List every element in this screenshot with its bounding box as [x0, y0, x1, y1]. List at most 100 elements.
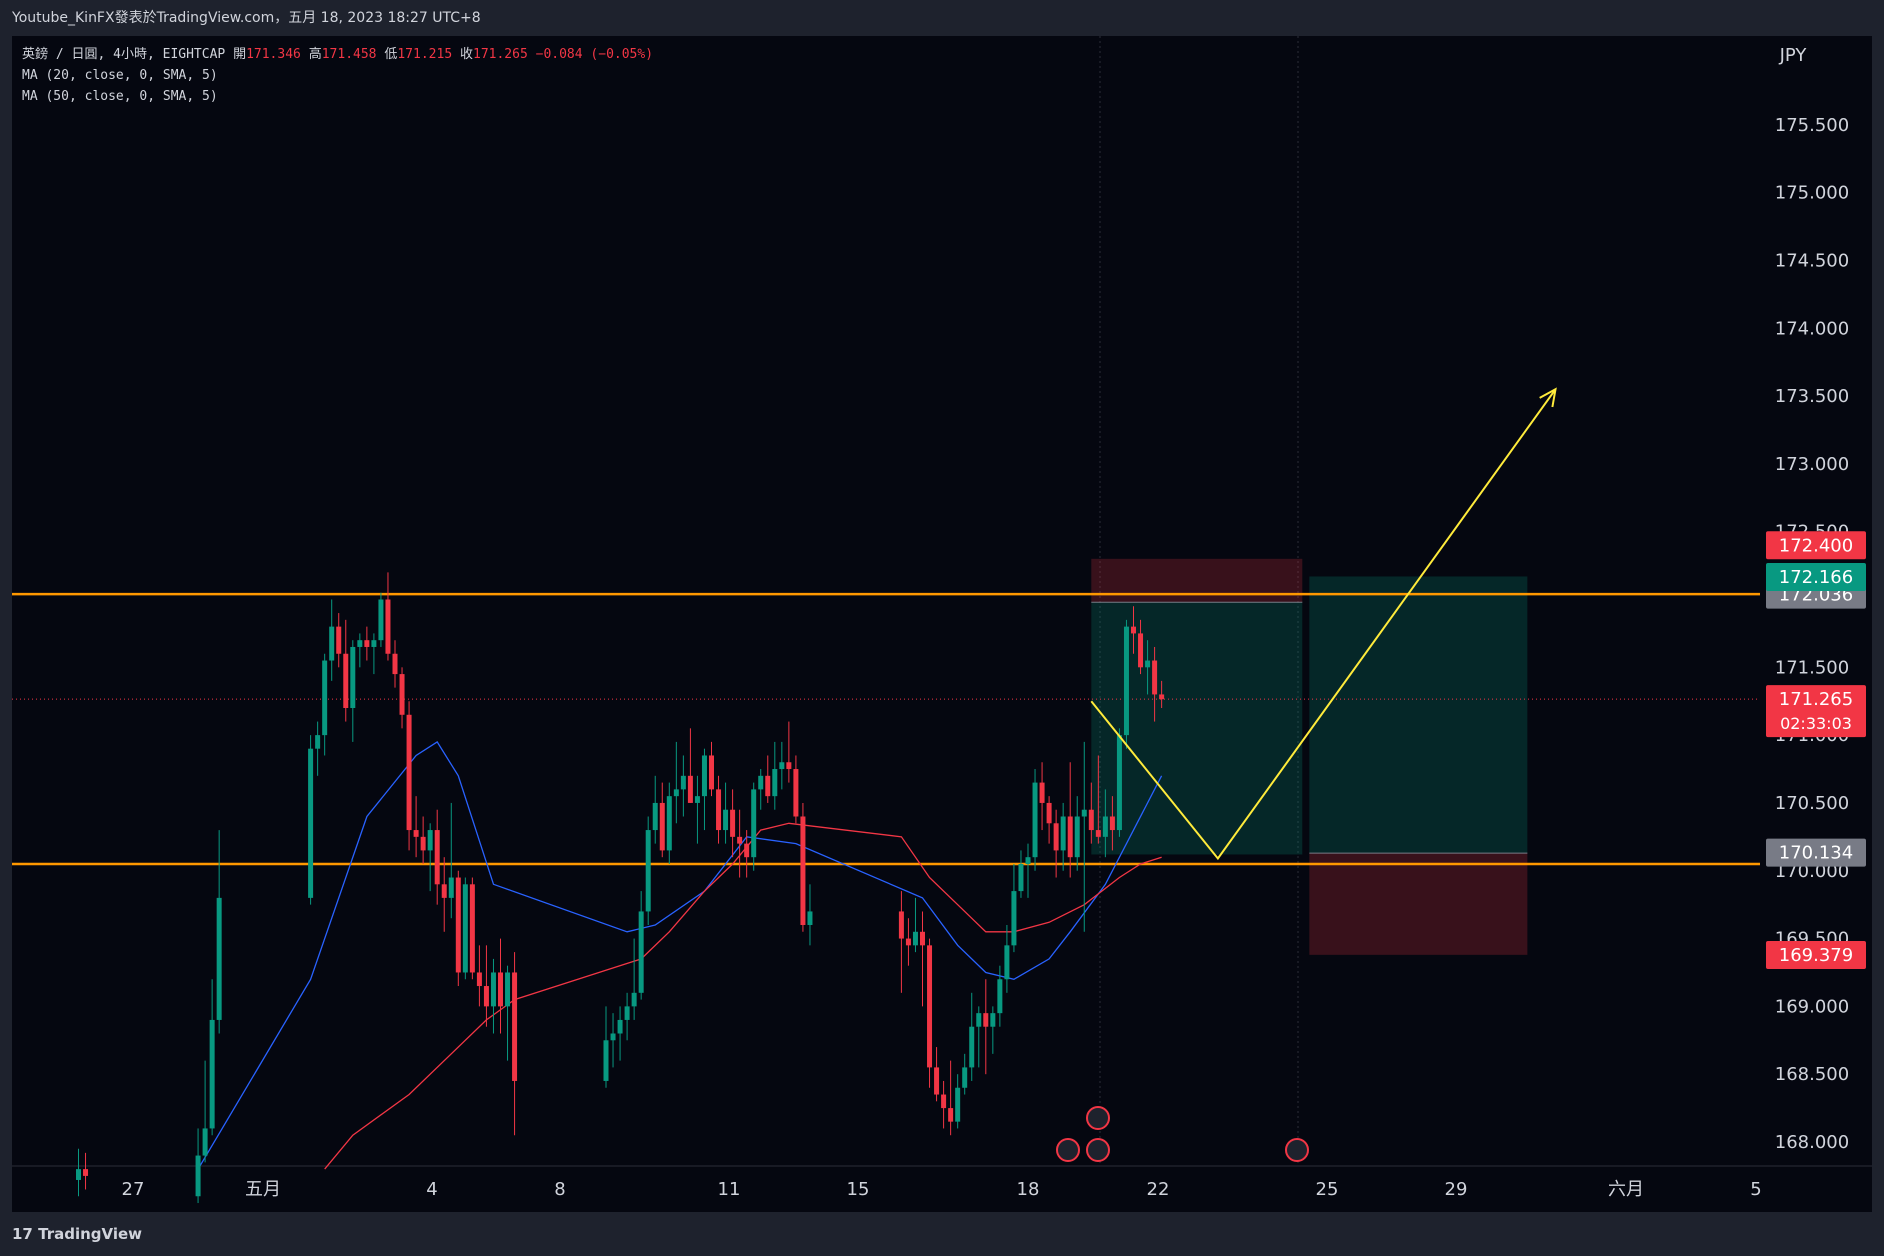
candle-body	[666, 796, 672, 851]
candle-body	[476, 972, 482, 987]
y-tick-label: 168.500	[1775, 1064, 1849, 1085]
candle-body	[1039, 782, 1045, 803]
legend-high: 171.458	[321, 47, 377, 62]
price-label-sl: 169.379	[1779, 945, 1853, 966]
candle-body	[955, 1087, 961, 1122]
publish-header: Youtube_KinFX發表於TradingView.com，五月 18, 2…	[0, 0, 1884, 36]
y-tick-label: 173.500	[1775, 386, 1849, 407]
chart-panel[interactable]	[12, 36, 1872, 1212]
candle-body	[737, 836, 743, 844]
y-tick-label: 175.000	[1775, 183, 1849, 204]
candle-body	[772, 769, 778, 797]
candle-body	[448, 877, 454, 898]
candle-body	[962, 1067, 968, 1088]
candle-body	[927, 945, 933, 1068]
candle-body	[406, 714, 412, 831]
candle-body	[905, 938, 911, 946]
candle-body	[336, 626, 342, 654]
legend-ma50[interactable]: MA (50, close, 0, SMA, 5)	[22, 89, 218, 104]
candle-body	[807, 911, 813, 925]
legend-close-label: 收	[459, 47, 473, 62]
candle-body	[343, 653, 349, 708]
publish-title: Youtube_KinFX發表於TradingView.com，五月 18, 2…	[12, 10, 481, 26]
candle-body	[434, 830, 440, 885]
candle-body	[1088, 809, 1094, 831]
uk-flag-event-icon[interactable]	[1086, 1106, 1110, 1130]
candle-body	[1004, 945, 1010, 980]
candle-body	[652, 802, 658, 831]
lightning-event-icon[interactable]	[1056, 1138, 1080, 1162]
projection-arrow[interactable]	[1090, 388, 1557, 861]
candle-body	[948, 1108, 954, 1122]
candle-body	[687, 775, 693, 803]
candle-body	[1053, 823, 1059, 851]
legend-ma20[interactable]: MA (20, close, 0, SMA, 5)	[22, 68, 218, 83]
candle-body	[209, 1019, 215, 1129]
candle-body	[723, 809, 729, 831]
x-tick-label: 4	[426, 1179, 437, 1200]
legend-low-label: 低	[384, 47, 398, 62]
candle-body	[216, 897, 222, 1020]
legend-open: 171.346	[246, 47, 301, 62]
y-tick-label: 169.000	[1775, 996, 1849, 1017]
candle-body	[490, 972, 496, 1007]
candle-body	[990, 1013, 996, 1027]
long-position-stop-zone[interactable]	[1309, 853, 1528, 955]
candle-body	[385, 599, 391, 654]
short-position-stop-zone[interactable]	[1091, 558, 1303, 603]
x-tick-label: 25	[1316, 1179, 1339, 1200]
candle-body	[1152, 660, 1158, 695]
candle-body	[329, 626, 335, 661]
candle-body	[730, 809, 736, 837]
candle-body	[694, 796, 700, 803]
candle-body	[680, 775, 686, 790]
candle-body	[413, 830, 419, 837]
candle-body	[1025, 857, 1031, 864]
chart-canvas[interactable]: 168.000168.500169.000169.500170.000170.5…	[0, 0, 1884, 1212]
chart-legend: 英鎊 / 日圓, 4小時, EIGHTCAP 開171.346 高171.458…	[22, 44, 653, 107]
candle-body	[364, 640, 370, 647]
y-tick-label: 175.500	[1775, 115, 1849, 136]
y-tick-label: 171.500	[1775, 657, 1849, 678]
price-label-level-bottom-bg	[1766, 838, 1866, 867]
candle-body	[441, 884, 447, 898]
candle-body	[624, 1006, 630, 1020]
candle-body	[1116, 735, 1122, 831]
candle-body	[898, 911, 904, 939]
price-label-level-bottom: 170.134	[1779, 843, 1853, 864]
candle-body	[983, 1013, 989, 1027]
ma20-line	[197, 740, 1163, 1170]
candle-body	[322, 660, 328, 736]
x-tick-label: 5	[1750, 1179, 1761, 1200]
legend-symbol[interactable]: 英鎊 / 日圓, 4小時, EIGHTCAP	[22, 47, 226, 62]
candle-body	[912, 931, 918, 946]
candle-body	[779, 762, 785, 770]
short-position-target-zone[interactable]	[1091, 602, 1303, 855]
x-tick-label: 15	[847, 1179, 870, 1200]
candle-body	[673, 789, 679, 797]
legend-low: 171.215	[397, 47, 453, 62]
candle-body	[1032, 782, 1038, 858]
uk-flag-event-icon[interactable]	[1285, 1138, 1309, 1162]
long-position-target-zone[interactable]	[1309, 576, 1528, 854]
candle-body	[357, 640, 363, 647]
y-tick-label: 168.000	[1775, 1132, 1849, 1153]
candle-body	[920, 931, 925, 946]
footer-bar: 𝟭𝟳 TradingView	[0, 1212, 1884, 1256]
candle-body	[645, 830, 651, 912]
tradingview-logo[interactable]: 𝟭𝟳 TradingView	[12, 1212, 142, 1256]
price-label-tp: 172.400	[1779, 535, 1853, 556]
y-tick-label: 173.000	[1775, 454, 1849, 475]
x-tick-label: 29	[1445, 1179, 1468, 1200]
projection-arrowhead	[1539, 387, 1557, 408]
legend-open-label: 開	[233, 47, 247, 62]
candle-body	[505, 972, 511, 1007]
x-tick-label: 18	[1017, 1179, 1040, 1200]
x-tick-label: 11	[718, 1179, 741, 1200]
price-label-level-top: 172.166	[1779, 567, 1853, 588]
currency-label: JPY	[1779, 45, 1808, 66]
candle-body	[631, 992, 637, 1007]
record-event-icon[interactable]	[1086, 1138, 1110, 1162]
candle-body	[786, 762, 792, 770]
candle-body	[941, 1094, 947, 1109]
